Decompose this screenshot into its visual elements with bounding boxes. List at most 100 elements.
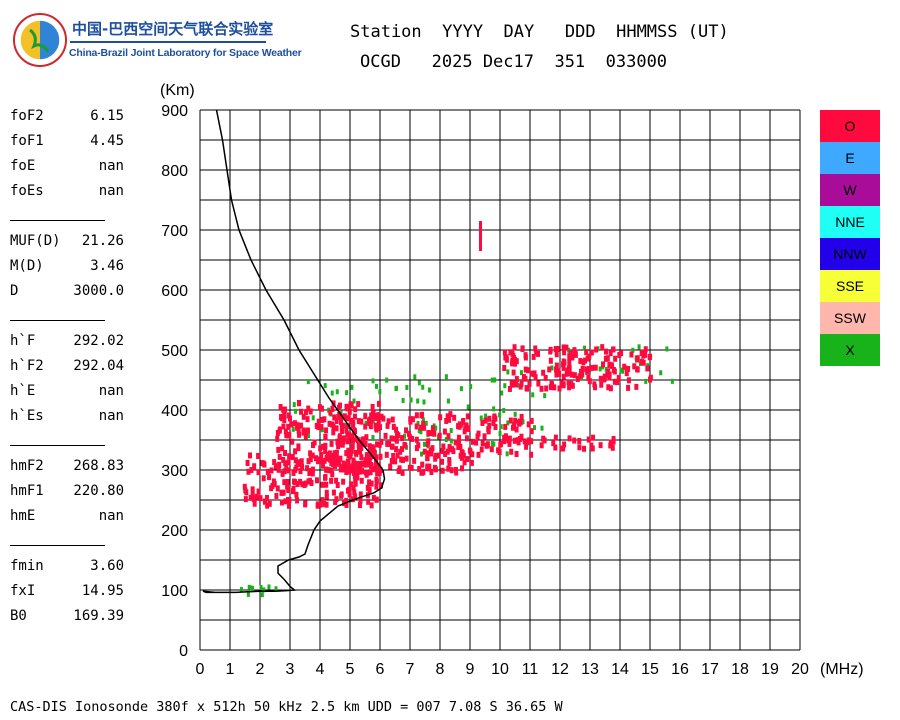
o-mode-echo xyxy=(352,489,357,496)
o-mode-echo xyxy=(345,431,350,438)
o-mode-echo xyxy=(287,496,292,503)
o-mode-echo xyxy=(503,423,508,430)
o-mode-echo xyxy=(344,501,349,508)
o-mode-echo xyxy=(414,412,419,419)
o-mode-echo xyxy=(295,481,300,488)
o-mode-echo xyxy=(606,368,611,375)
y-tick-label: 400 xyxy=(161,403,188,420)
o-mode-echo xyxy=(306,405,311,412)
o-mode-echo xyxy=(372,466,377,473)
o-mode-echo xyxy=(296,443,301,450)
x-mode-echo xyxy=(345,390,349,396)
o-mode-echo xyxy=(526,421,531,428)
o-mode-echo xyxy=(454,469,459,476)
x-mode-echo xyxy=(583,345,587,351)
o-mode-echo xyxy=(344,497,349,504)
o-mode-echo xyxy=(306,478,311,485)
o-mode-echo xyxy=(517,418,522,425)
x-mode-echo xyxy=(469,384,473,390)
o-mode-echo xyxy=(479,446,484,453)
o-mode-echo xyxy=(598,375,603,382)
x-mode-echo xyxy=(492,441,496,447)
o-mode-echo xyxy=(364,452,369,459)
param-label: hmF1 xyxy=(10,483,44,499)
o-mode-echo xyxy=(336,404,341,411)
o-mode-echo xyxy=(332,453,337,460)
o-mode-echo xyxy=(318,501,323,508)
o-mode-echo xyxy=(351,457,356,464)
param-separator xyxy=(10,220,105,221)
o-mode-echo xyxy=(590,445,595,452)
o-mode-echo xyxy=(469,459,474,466)
o-mode-echo xyxy=(282,411,287,418)
o-mode-echo xyxy=(643,346,648,353)
o-mode-echo xyxy=(265,468,270,475)
param-value: 3.46 xyxy=(90,258,124,274)
o-mode-echo xyxy=(291,469,296,476)
o-mode-echo xyxy=(310,470,315,477)
o-mode-echo xyxy=(288,415,293,422)
o-mode-echo xyxy=(334,449,339,456)
o-mode-echo xyxy=(329,440,334,447)
param-value: nan xyxy=(98,408,124,424)
o-mode-echo xyxy=(368,469,373,476)
o-mode-echo xyxy=(421,420,426,427)
x-mode-echo xyxy=(521,419,525,425)
x-tick-label: 14 xyxy=(611,661,629,678)
param-row: B0 169.39 xyxy=(10,608,130,633)
o-mode-echo xyxy=(561,382,566,389)
o-mode-echo xyxy=(363,423,368,430)
o-mode-echo xyxy=(523,354,528,361)
o-mode-echo xyxy=(363,461,368,468)
o-mode-echo xyxy=(613,355,618,362)
o-mode-echo xyxy=(282,417,287,424)
param-value: 220.80 xyxy=(73,483,124,499)
param-value: 6.15 xyxy=(90,108,124,124)
o-mode-echo xyxy=(360,436,365,443)
o-mode-echo xyxy=(321,443,326,450)
o-mode-echo xyxy=(285,483,290,490)
o-mode-echo xyxy=(378,453,383,460)
x-mode-echo xyxy=(306,379,310,385)
o-mode-echo xyxy=(349,447,354,454)
o-mode-echo xyxy=(487,415,492,422)
o-mode-echo xyxy=(373,462,378,469)
o-mode-echo xyxy=(407,464,412,471)
o-mode-echo xyxy=(487,422,492,429)
param-value: nan xyxy=(98,183,124,199)
o-mode-echo xyxy=(283,450,288,457)
o-mode-echo xyxy=(548,357,553,364)
logo-divider xyxy=(70,41,266,43)
o-mode-echo xyxy=(598,442,603,449)
o-mode-echo xyxy=(339,491,344,498)
o-mode-echo xyxy=(398,448,403,455)
o-mode-echo xyxy=(441,443,446,450)
o-mode-echo xyxy=(299,458,304,465)
o-mode-echo xyxy=(290,453,295,460)
o-mode-echo xyxy=(344,427,349,434)
o-mode-echo xyxy=(335,438,340,445)
o-mode-echo xyxy=(381,415,386,422)
o-mode-echo xyxy=(611,366,616,373)
o-mode-echo xyxy=(551,440,556,447)
x-tick-label: 9 xyxy=(466,661,475,678)
o-mode-echo xyxy=(476,451,481,458)
o-mode-echo xyxy=(336,443,341,450)
o-mode-echo xyxy=(522,438,527,445)
o-mode-echo xyxy=(336,459,341,466)
o-mode-echo xyxy=(567,358,572,365)
x-mode-echo xyxy=(375,383,379,389)
param-label: MUF(D) xyxy=(10,233,61,249)
o-mode-echo xyxy=(322,416,327,423)
o-mode-echo xyxy=(509,380,514,387)
o-mode-echo xyxy=(251,496,256,503)
o-mode-echo xyxy=(541,369,546,376)
x-mode-echo xyxy=(670,378,674,384)
o-mode-echo xyxy=(242,483,247,490)
o-mode-echo xyxy=(269,467,274,474)
o-mode-echo xyxy=(400,457,405,464)
o-mode-echo xyxy=(390,416,395,423)
x-mode-echo xyxy=(413,374,417,380)
o-mode-echo xyxy=(308,450,313,457)
o-mode-echo xyxy=(353,468,358,475)
